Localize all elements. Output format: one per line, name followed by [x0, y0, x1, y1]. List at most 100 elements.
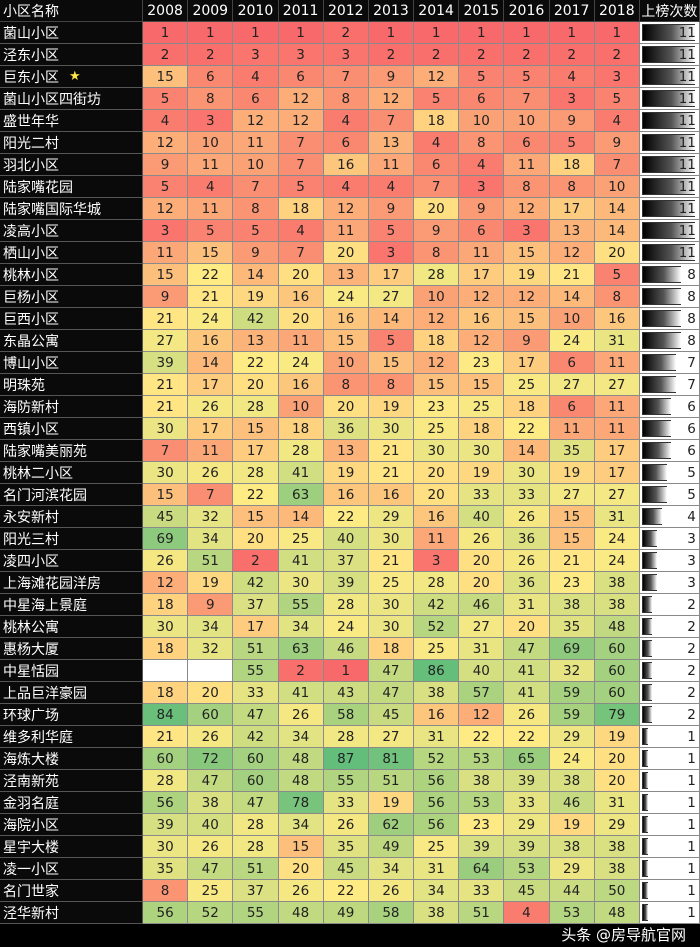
count-cell: 1 [639, 792, 700, 814]
heat-cell: 5 [549, 132, 595, 154]
heat-cell: 19 [188, 572, 234, 594]
heat-cell: 5 [368, 220, 415, 242]
row-name-text: 永安新村 [3, 509, 59, 526]
heat-cell: 5 [594, 88, 640, 110]
heat-cell: 7 [323, 66, 369, 88]
row-name-text: 上海滩花园洋房 [3, 575, 101, 592]
count-data-bar [641, 662, 653, 679]
row-name: 中星海上景庭 [0, 594, 143, 616]
heat-cell: 35 [549, 616, 595, 638]
heat-cell: 44 [549, 880, 595, 902]
row-name: 泾华新村 [0, 902, 143, 924]
row-name-text: 凌高小区 [3, 223, 59, 240]
heat-cell: 15 [504, 242, 550, 264]
count-value: 11 [678, 46, 696, 63]
count-data-bar [641, 816, 648, 833]
row-name-text: 中星恬园 [3, 663, 59, 680]
heat-cell: 47 [504, 638, 550, 660]
heat-cell: 19 [549, 462, 595, 484]
row-name-text: 中星海上景庭 [3, 597, 87, 614]
heat-cell: 31 [414, 858, 460, 880]
count-cell: 2 [639, 704, 700, 726]
count-cell: 11 [639, 242, 700, 264]
heat-cell: 40 [459, 506, 505, 528]
heat-cell: 13 [323, 264, 369, 286]
heat-cell: 29 [549, 858, 595, 880]
heat-cell: 51 [188, 550, 234, 572]
heat-cell: 12 [504, 286, 550, 308]
heat-cell: 14 [594, 220, 640, 242]
heat-cell: 9 [368, 198, 415, 220]
heat-cell: 9 [549, 110, 595, 132]
heat-cell: 52 [414, 748, 460, 770]
heat-cell: 22 [504, 726, 550, 748]
heat-cell: 42 [233, 572, 279, 594]
heat-cell: 22 [459, 726, 505, 748]
count-data-bar [641, 574, 658, 591]
heat-cell: 18 [549, 154, 595, 176]
heat-cell: 36 [504, 528, 550, 550]
heat-cell: 32 [188, 638, 234, 660]
heat-cell: 12 [414, 308, 460, 330]
heat-cell: 23 [414, 396, 460, 418]
heat-cell: 12 [143, 132, 189, 154]
heat-cell: 14 [368, 308, 415, 330]
heat-cell: 19 [368, 792, 415, 814]
heat-cell: 22 [233, 352, 279, 374]
count-cell: 11 [639, 176, 700, 198]
heat-cell: 39 [459, 836, 505, 858]
count-data-bar [641, 244, 695, 261]
heat-cell: 51 [368, 770, 415, 792]
count-value: 2 [687, 618, 696, 635]
row-name-text: 盛世年华 [3, 113, 59, 130]
heat-cell: 15 [143, 66, 189, 88]
heat-cell: 36 [504, 572, 550, 594]
count-value: 7 [687, 354, 696, 371]
heat-cell: 1 [368, 22, 415, 44]
heat-cell [143, 660, 189, 682]
heat-cell: 1 [323, 660, 369, 682]
count-data-bar [641, 772, 648, 789]
count-data-bar [641, 464, 667, 481]
count-data-bar [641, 266, 681, 283]
heat-cell: 52 [188, 902, 234, 924]
count-value: 6 [687, 420, 696, 437]
count-data-bar [641, 24, 695, 41]
heat-cell: 52 [414, 616, 460, 638]
count-data-bar [641, 596, 653, 613]
heat-cell: 15 [504, 308, 550, 330]
count-cell: 8 [639, 286, 700, 308]
row-name: 桃林公寓 [0, 616, 143, 638]
heat-cell: 17 [233, 440, 279, 462]
heat-cell: 5 [414, 88, 460, 110]
heat-cell: 38 [414, 902, 460, 924]
heat-cell: 11 [368, 154, 415, 176]
count-value: 11 [678, 222, 696, 239]
count-cell: 8 [639, 264, 700, 286]
row-name: 西镇小区 [0, 418, 143, 440]
heat-cell: 48 [278, 770, 324, 792]
heat-cell: 55 [323, 770, 369, 792]
ranking-heatmap-table: 小区名称 2008 2009 2010 2011 2012 2013 2014 2015 2016… [0, 0, 700, 925]
heat-cell: 15 [459, 374, 505, 396]
heat-cell: 37 [323, 550, 369, 572]
row-name-text: 凌一小区 [3, 861, 59, 878]
heat-cell: 58 [368, 902, 415, 924]
heat-cell: 31 [504, 594, 550, 616]
heat-cell: 12 [233, 110, 279, 132]
heat-cell: 17 [504, 352, 550, 374]
heat-cell: 8 [323, 88, 369, 110]
heat-cell: 4 [143, 110, 189, 132]
heat-cell: 31 [414, 726, 460, 748]
row-name: 明珠苑 [0, 374, 143, 396]
heat-cell: 33 [233, 682, 279, 704]
heat-cell: 3 [504, 220, 550, 242]
heat-cell: 7 [414, 176, 460, 198]
heat-cell: 78 [278, 792, 324, 814]
heat-cell: 20 [233, 528, 279, 550]
heat-cell: 29 [368, 506, 415, 528]
heat-cell: 8 [504, 176, 550, 198]
heat-cell: 18 [414, 110, 460, 132]
heat-cell: 3 [549, 88, 595, 110]
heat-cell: 8 [594, 286, 640, 308]
